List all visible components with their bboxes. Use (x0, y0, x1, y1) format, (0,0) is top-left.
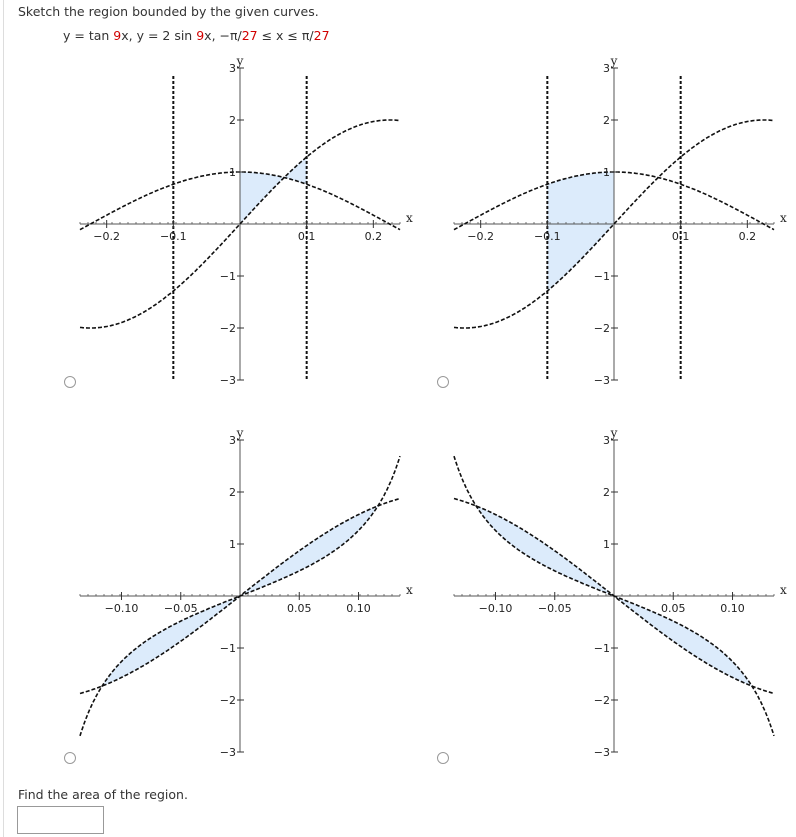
left-border (3, 0, 4, 837)
y-tick-label: −2 (220, 694, 236, 707)
x-tick-label: 0.2 (739, 230, 757, 243)
area-question-label: Find the area of the region. (18, 787, 188, 802)
formula-part: ≤ x ≤ π/ (257, 28, 314, 43)
question-formula: y = tan 9x, y = 2 sin 9x, −π/27 ≤ x ≤ π/… (63, 28, 330, 43)
curve-line (453, 171, 775, 231)
formula-part: 27 (313, 28, 330, 43)
radio-option-a[interactable] (64, 376, 76, 388)
x-tick-label: −0.05 (538, 602, 572, 615)
x-tick-label: 0.1 (672, 230, 690, 243)
graph-option-c: −0.10 −0.05 0.05 0.10 3 2 1 −1 −2 −3 x y (70, 426, 420, 780)
curve-line (453, 497, 775, 695)
x-axis-label: x (780, 583, 787, 597)
radio-option-c[interactable] (64, 752, 76, 764)
y-tick-label: 2 (229, 486, 236, 499)
formula-part: 9 (113, 28, 122, 43)
y-axis-label: y (610, 54, 618, 68)
y-tick-label: 2 (229, 114, 236, 127)
y-tick-label: 1 (229, 538, 236, 551)
x-tick-label: −0.1 (160, 230, 187, 243)
y-tick-label: −3 (220, 374, 236, 387)
y-tick-label: 3 (603, 62, 610, 75)
graph-d-svg: −0.10 −0.05 0.05 0.10 3 2 1 −1 −2 −3 x y (453, 426, 787, 759)
graph-option-a: −0.2 −0.1 0.1 0.2 3 2 1 −1 −2 −3 x y (70, 54, 420, 408)
x-tick-label: −0.2 (467, 230, 494, 243)
y-tick-label: 3 (229, 62, 236, 75)
x-tick-label: −0.10 (479, 602, 513, 615)
area-answer-input[interactable] (17, 806, 104, 834)
y-tick-label: 1 (603, 166, 610, 179)
y-tick-label: 2 (603, 114, 610, 127)
x-tick-label: −0.10 (105, 602, 139, 615)
y-tick-label: −3 (594, 746, 610, 759)
y-tick-label: −1 (594, 270, 610, 283)
y-tick-label: −1 (220, 642, 236, 655)
radio-option-b[interactable] (437, 376, 449, 388)
y-tick-label: −2 (594, 694, 610, 707)
y-tick-label: −1 (220, 270, 236, 283)
y-tick-label: −3 (220, 746, 236, 759)
y-tick-label: −2 (594, 322, 610, 335)
x-tick-label: 0.1 (298, 230, 316, 243)
y-tick-label: 1 (603, 538, 610, 551)
radio-option-d[interactable] (437, 752, 449, 764)
graph-b-svg: −0.2 −0.1 0.1 0.2 3 2 1 −1 −2 −3 x y (453, 54, 787, 387)
x-axis-label: x (406, 211, 413, 225)
x-tick-label: 0.10 (720, 602, 745, 615)
graph-c-svg: −0.10 −0.05 0.05 0.10 3 2 1 −1 −2 −3 x y (79, 426, 413, 759)
question-prompt: Sketch the region bounded by the given c… (18, 4, 319, 19)
formula-part: y = tan (63, 28, 114, 43)
y-tick-label: 2 (603, 486, 610, 499)
y-axis-label: y (236, 426, 244, 440)
graph-option-b: −0.2 −0.1 0.1 0.2 3 2 1 −1 −2 −3 x y (444, 54, 794, 408)
x-tick-label: −0.05 (164, 602, 198, 615)
curve-line (79, 171, 401, 231)
formula-part: 9 (196, 28, 205, 43)
shaded-region (240, 157, 307, 224)
curve-line (79, 497, 401, 695)
x-axis-label: x (406, 583, 413, 597)
y-tick-label: −1 (594, 642, 610, 655)
x-tick-label: −0.1 (534, 230, 561, 243)
formula-part: x, y = 2 sin (121, 28, 197, 43)
x-axis-label: x (780, 211, 787, 225)
y-axis-label: y (236, 54, 244, 68)
x-tick-label: −0.2 (93, 230, 120, 243)
graph-a-svg: −0.2 −0.1 0.1 0.2 3 2 1 −1 −2 −3 x y (79, 54, 413, 387)
curve-line (79, 119, 401, 329)
y-tick-label: 1 (229, 166, 236, 179)
y-tick-label: −3 (594, 374, 610, 387)
y-axis-label: y (610, 426, 618, 440)
x-tick-label: 0.05 (287, 602, 312, 615)
formula-part: x, −π/ (204, 28, 242, 43)
curve-line (453, 119, 775, 329)
x-tick-label: 0.2 (365, 230, 383, 243)
y-tick-label: 3 (603, 434, 610, 447)
x-tick-label: 0.10 (346, 602, 371, 615)
y-tick-label: −2 (220, 322, 236, 335)
shaded-region (547, 172, 614, 291)
formula-part: 27 (241, 28, 258, 43)
y-tick-label: 3 (229, 434, 236, 447)
x-tick-label: 0.05 (661, 602, 686, 615)
graph-option-d: −0.10 −0.05 0.05 0.10 3 2 1 −1 −2 −3 x y (444, 426, 794, 780)
